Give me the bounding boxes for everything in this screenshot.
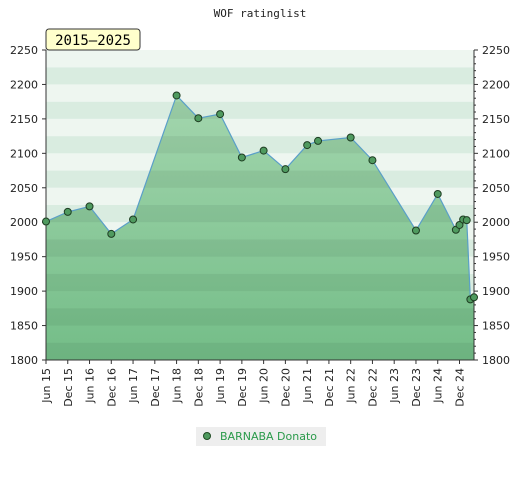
x-tick-label: Dec 17 [149,368,162,407]
x-tick-label: Jun 18 [171,368,184,404]
x-tick-label: Jun 16 [84,368,97,404]
bg-band [46,50,474,68]
data-point [85,202,94,211]
chart-title: WOF ratinglist [214,7,307,20]
data-point [368,156,377,165]
data-point [455,220,464,229]
area-stripe [46,308,474,326]
area-stripe [46,273,474,292]
bg-band [46,84,474,102]
bg-band [46,101,474,119]
y-tick-label-left: 2050 [10,182,38,195]
area-stripe [46,205,474,223]
y-tick-label-left: 2250 [10,44,38,57]
x-tick-label: Jun 20 [258,368,271,404]
x-tick-label: Jun 24 [432,368,445,404]
y-tick-label-left: 2100 [10,147,38,160]
x-tick-label: Dec 22 [366,368,379,407]
y-tick-label-right: 2200 [482,78,510,91]
data-point [433,189,442,198]
y-tick-label-left: 2000 [10,216,38,229]
y-tick-label-right: 1800 [482,354,510,367]
data-point [303,141,312,150]
y-tick-label-left: 2200 [10,78,38,91]
data-point [172,91,181,100]
area-stripe [46,170,474,188]
y-tick-label-right: 2000 [482,216,510,229]
area-stripe [46,342,474,360]
period-badge-box [45,28,141,51]
x-tick-label: Dec 18 [192,368,205,407]
y-tick-label-right: 2250 [482,44,510,57]
data-point [281,165,290,174]
data-point [411,226,420,235]
data-point [314,136,323,145]
x-tick-label: Jun 17 [127,368,140,404]
x-tick-label: Jun 22 [345,368,358,404]
x-tick-label: Dec 15 [62,368,75,407]
x-tick-label: Dec 24 [453,368,466,407]
y-tick-label-left: 2150 [10,113,38,126]
y-tick-label-right: 1900 [482,285,510,298]
y-tick-label-left: 1950 [10,251,38,264]
area-fill [46,95,474,360]
x-tick-label: Jun 19 [214,368,227,404]
period-badge-label: 2015–2025 [55,33,131,49]
data-point [216,110,225,119]
x-tick-label: Dec 16 [105,368,118,407]
data-point [63,207,72,216]
y-tick-label-right: 2050 [482,182,510,195]
data-point [129,215,138,224]
rating-area [45,94,475,360]
y-tick-label-right: 1950 [482,251,510,264]
x-tick-label: Dec 20 [279,368,292,407]
legend-label: BARNABA Donato [220,430,317,443]
y-tick-label-right: 2150 [482,113,510,126]
x-tick-label: Dec 19 [236,368,249,407]
data-point [346,133,355,142]
bg-band [46,118,474,137]
y-tick-label-left: 1800 [10,354,38,367]
legend-box [196,427,326,446]
data-point [259,146,268,155]
data-point [462,216,471,225]
x-tick-label: Jun 21 [301,368,314,404]
data-point [194,114,203,123]
axes: 1800 1800 1850 1850 1900 1900 1950 1950 2000 2000… [10,44,510,407]
legend: BARNABA Donato [196,427,326,446]
x-tick-label: Dec 23 [410,368,423,407]
data-point [107,229,116,238]
x-tick-label: Dec 21 [323,368,336,407]
bg-band [46,136,474,154]
data-point [237,153,246,162]
legend-marker [203,432,211,440]
data-point [42,217,50,226]
data-point [470,293,478,302]
y-tick-label-right: 2100 [482,147,510,160]
bg-band [46,67,474,85]
x-tick-label: Jun 23 [388,368,401,404]
data-points [42,91,478,304]
y-tick-label-left: 1850 [10,320,38,333]
x-tick-label: Jun 15 [40,368,53,404]
y-tick-label-left: 1900 [10,285,38,298]
area-stripe [46,239,474,257]
period-badge: 2015–2025 [45,28,141,51]
y-tick-label-right: 1850 [482,320,510,333]
